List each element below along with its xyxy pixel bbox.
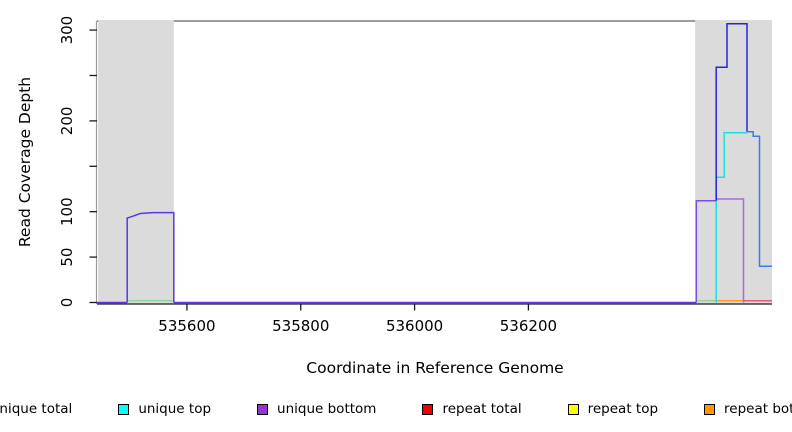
x-tick-label: 536000 bbox=[386, 317, 443, 335]
x-axis-title: Coordinate in Reference Genome bbox=[306, 359, 563, 377]
legend-item-repeat-top: repeat top bbox=[567, 401, 659, 417]
legend-swatch-icon bbox=[422, 403, 434, 415]
coverage-plot: 535600 535800 536000 536200 0 50 100 200 300 Coo… bbox=[16, 16, 772, 377]
y-tick-label: 0 bbox=[58, 298, 76, 308]
legend-item-unique-bottom: unique bottom bbox=[257, 401, 376, 417]
legend-item-unique-total: unique total bbox=[0, 401, 72, 417]
y-tick-label: 100 bbox=[58, 197, 76, 226]
legend-item-unique-top: unique top bbox=[118, 401, 211, 417]
highlight-band-1 bbox=[98, 20, 174, 304]
series-unique-bottom-rise-overlap bbox=[695, 200, 717, 303]
legend-label: unique top bbox=[138, 401, 212, 417]
highlight-band-2 bbox=[695, 20, 772, 304]
x-tick-label: 535800 bbox=[272, 317, 329, 335]
axes: 535600 535800 536000 536200 0 50 100 200 300 bbox=[58, 16, 772, 335]
y-tick-label: 300 bbox=[58, 16, 76, 45]
series-unique-peak-left-overlap bbox=[126, 211, 175, 303]
legend-label: repeat top bbox=[587, 401, 659, 417]
legend-item-repeat-bottom: repeat bottom bbox=[704, 401, 792, 417]
series-unique-total bbox=[715, 22, 748, 201]
legend-swatch-icon bbox=[118, 403, 130, 415]
legend-label: repeat bottom bbox=[724, 401, 792, 417]
legend-swatch-icon bbox=[257, 403, 269, 415]
legend-label: repeat total bbox=[442, 401, 522, 417]
y-tick-label: 50 bbox=[58, 248, 76, 267]
plot-frame bbox=[97, 20, 772, 304]
x-tick-label: 536200 bbox=[500, 317, 557, 335]
legend: unique total unique top unique bottom repea… bbox=[0, 394, 792, 424]
legend-swatch-icon bbox=[704, 403, 716, 415]
highlight-bands bbox=[98, 20, 772, 304]
legend-item-repeat-total: repeat total bbox=[422, 401, 522, 417]
legend-label: unique bottom bbox=[277, 401, 377, 417]
legend-label: unique total bbox=[0, 401, 73, 417]
series-unique-top bbox=[715, 131, 747, 303]
legend-swatch-icon bbox=[567, 403, 579, 415]
x-tick-label: 535600 bbox=[158, 317, 215, 335]
series-unique-total-over-top bbox=[747, 131, 772, 267]
y-axis-title: Read Coverage Depth bbox=[16, 77, 34, 247]
y-tick-label: 200 bbox=[58, 107, 76, 136]
series-lines bbox=[97, 22, 772, 304]
